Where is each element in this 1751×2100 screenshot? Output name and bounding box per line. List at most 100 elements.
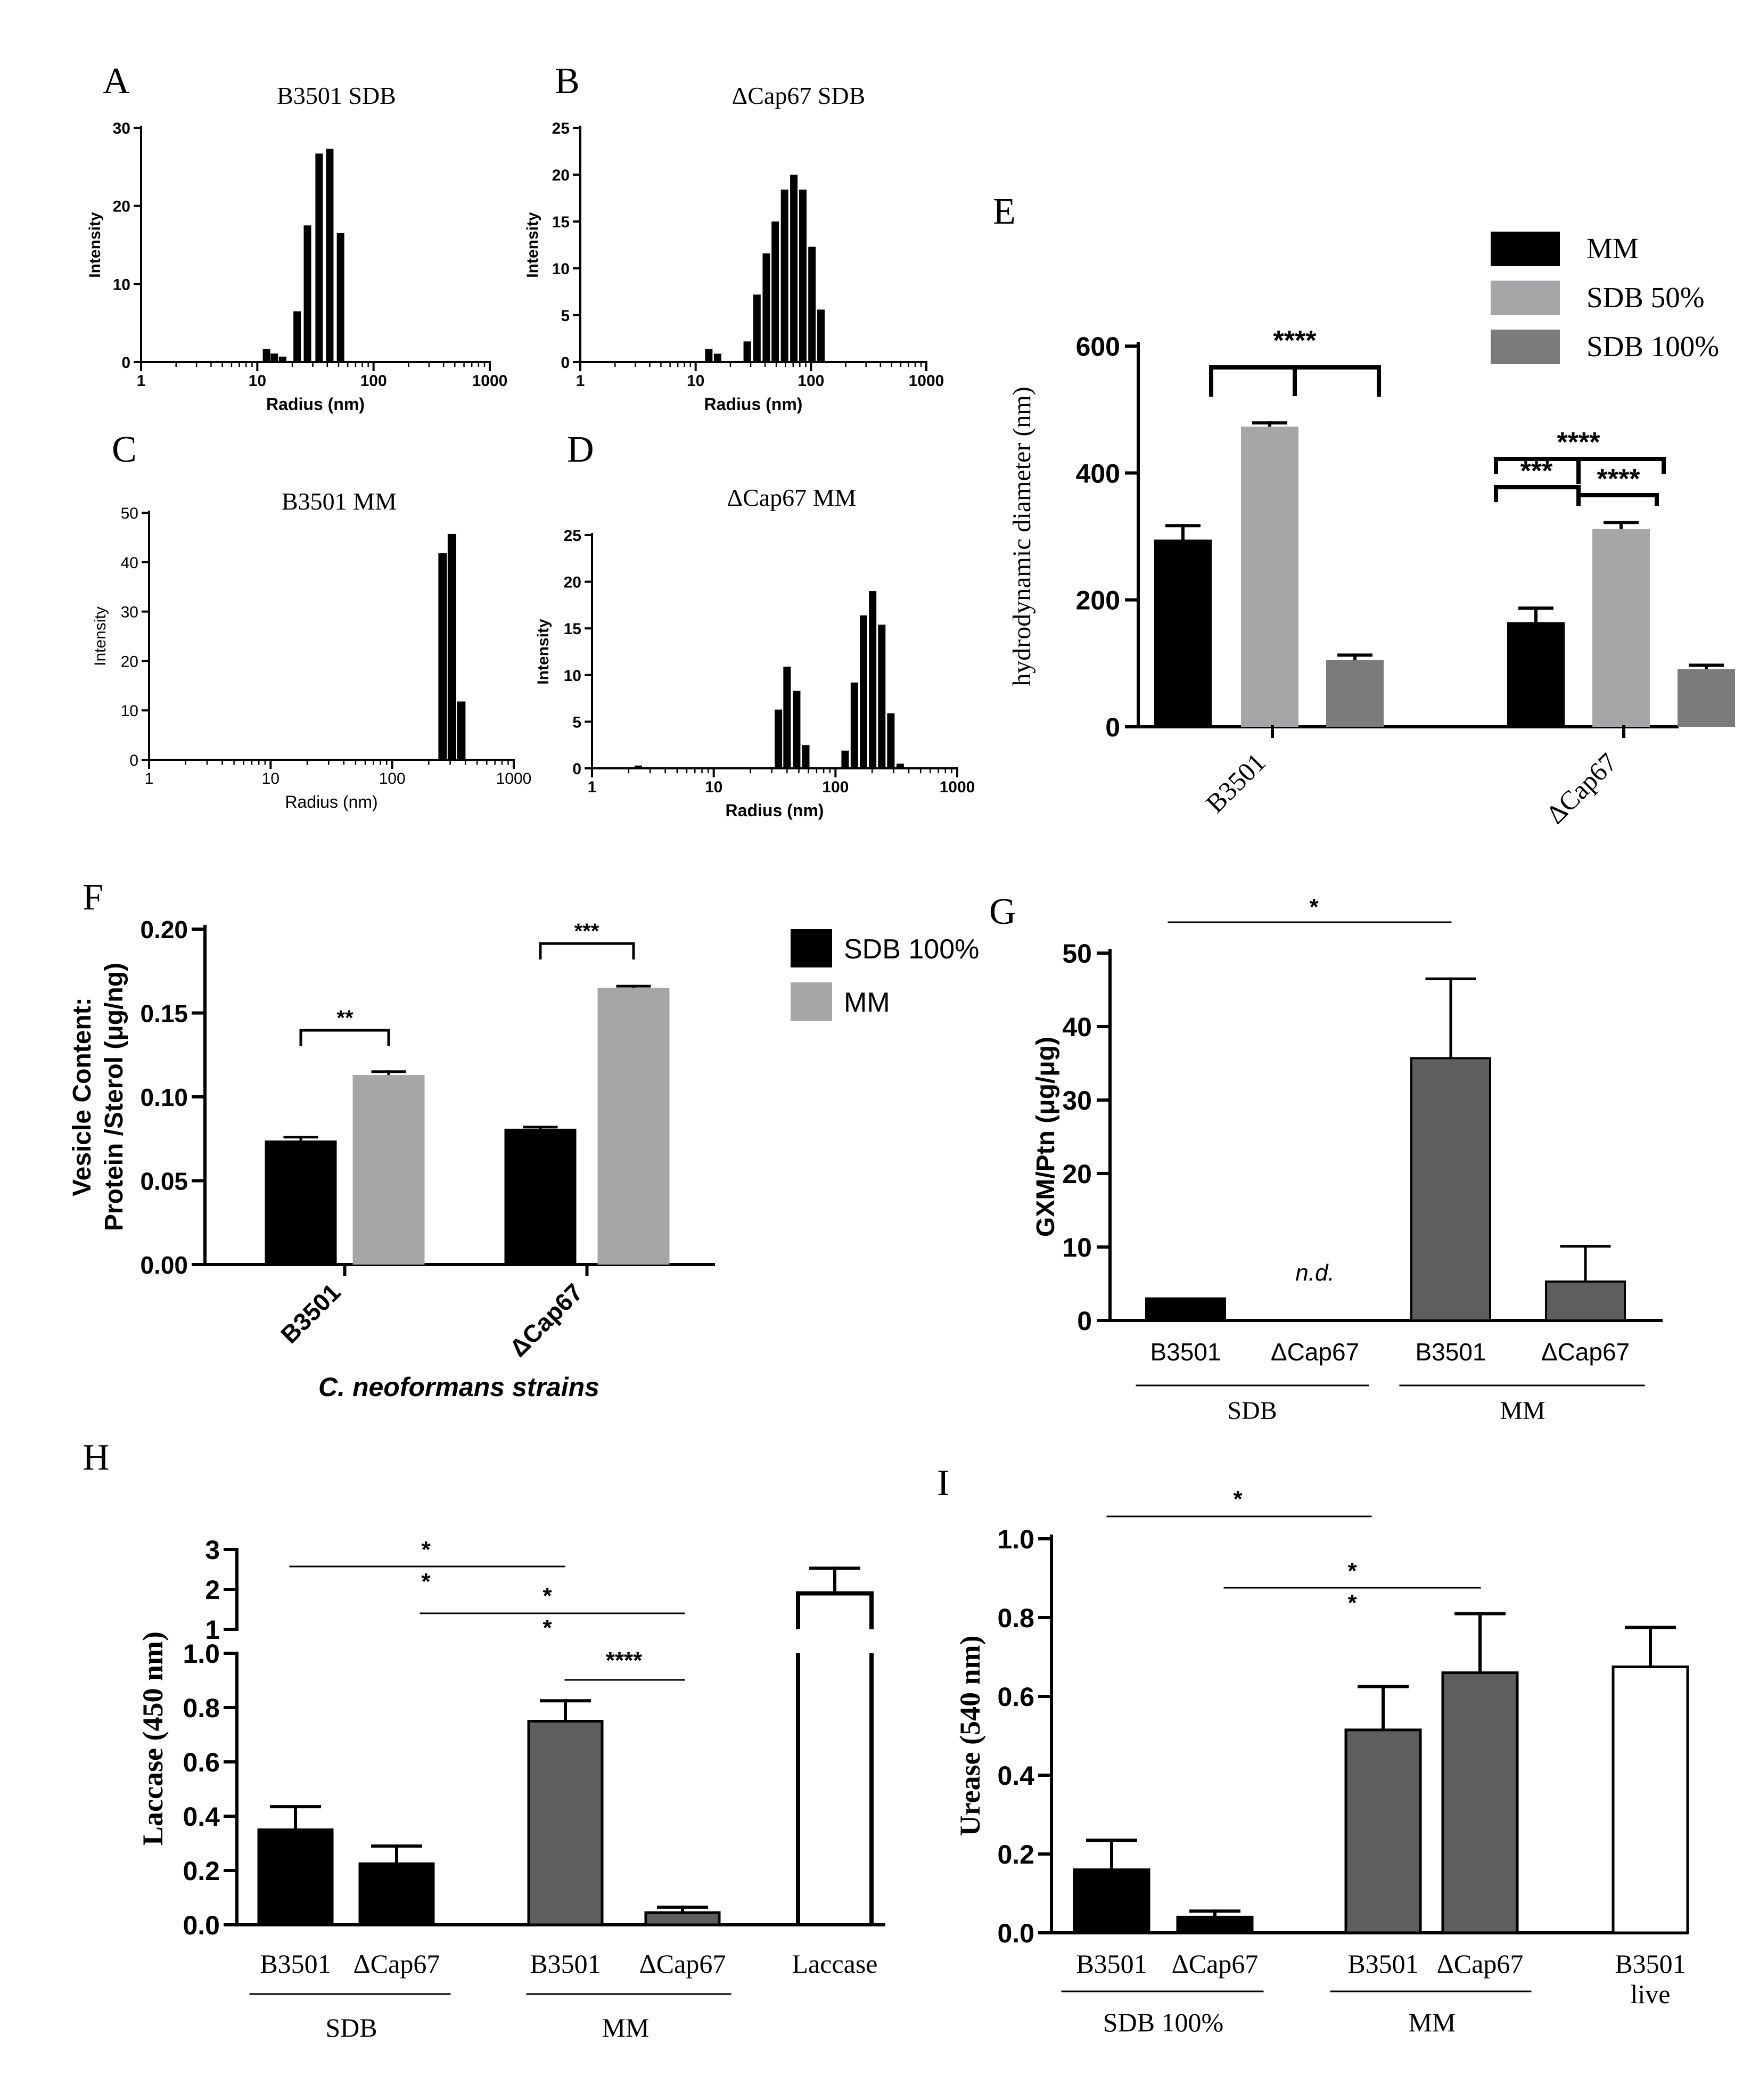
significance-marker: * — [1347, 1558, 1357, 1584]
panel-letter-H: H — [83, 1437, 110, 1478]
histogram-bar — [799, 190, 807, 362]
bar — [358, 1862, 435, 1926]
chart-panel-A: 0 10 20 30 1 10 100 1000 B3501 SDB Radius (nm) Int… — [86, 82, 507, 414]
y-tick-label: 5 — [561, 307, 570, 325]
histogram-bar — [326, 149, 334, 362]
y-tick-label: 40 — [121, 554, 138, 572]
chart-panel-C: 0 10 20 30 40 50 1 10 100 1000 B3501 MM Radius (nm)… — [92, 488, 531, 811]
group-label: MM — [602, 2013, 650, 2042]
significance-marker: **** — [606, 1647, 643, 1674]
legend-swatch — [791, 929, 832, 967]
y-axis-label: Laccase (450 nm) — [137, 1631, 169, 1845]
y-tick-label: 20 — [1062, 1159, 1092, 1189]
y-tick-label: 10 — [113, 276, 130, 293]
histogram-bar — [793, 691, 801, 768]
legend-swatch — [1491, 232, 1560, 266]
y-tick-label: 0.4 — [183, 1802, 220, 1832]
significance-bracket — [1494, 485, 1581, 502]
x-axis-label: Radius (nm) — [266, 395, 365, 414]
y-tick-label: 10 — [564, 667, 581, 685]
bar — [1441, 1671, 1519, 1934]
significance-marker: * — [1233, 1486, 1243, 1512]
significance-marker: *** — [574, 920, 599, 943]
x-tick-label: 1000 — [909, 372, 944, 390]
histogram-bar — [743, 341, 751, 362]
bar-mm — [1154, 539, 1212, 727]
bar-sdb-100- — [504, 1128, 577, 1265]
y-tick-label: 1.0 — [997, 1524, 1034, 1554]
histogram-bar — [887, 713, 895, 768]
bar-mm — [597, 988, 670, 1265]
group-label: SDB 100% — [1103, 2007, 1223, 2037]
significance-marker: * — [421, 1537, 431, 1563]
significance-marker: **** — [1273, 325, 1317, 356]
histogram-bar — [775, 709, 783, 768]
y-tick-label: 15 — [564, 620, 581, 638]
category-label: ΔCap67 — [639, 1949, 726, 1979]
category-label: ΔCap67 — [1541, 1338, 1630, 1366]
histogram-bar — [753, 294, 761, 362]
histogram-bar — [315, 153, 323, 362]
histogram-bar — [713, 354, 721, 362]
significance-marker: ** — [336, 1006, 354, 1030]
category-label: B3501 — [1615, 1949, 1686, 1979]
y-axis-label: Vesicle Content: — [68, 997, 96, 1196]
bar — [1410, 1057, 1491, 1322]
x-axis-label: C. neoformans strains — [318, 1372, 599, 1402]
panel-letter-A: A — [103, 61, 130, 102]
bar — [1545, 1280, 1626, 1322]
x-tick-label: 1000 — [940, 778, 975, 796]
category-label: B3501 — [1347, 1949, 1418, 1979]
significance-marker: * — [542, 1583, 552, 1609]
y-tick-label: 0 — [1105, 712, 1120, 742]
y-tick-label: 30 — [1062, 1086, 1092, 1115]
x-tick-label: 100 — [379, 770, 406, 788]
y-tick-label: 25 — [564, 527, 581, 545]
bar-mm — [352, 1075, 425, 1265]
histogram-bar — [457, 701, 466, 760]
category-label: B3501 — [1415, 1338, 1486, 1366]
x-tick-label: 100 — [822, 778, 849, 796]
y-tick-label: 50 — [1062, 939, 1092, 969]
histogram-bar — [808, 247, 816, 362]
significance-marker: **** — [1597, 464, 1641, 495]
bar — [1145, 1297, 1226, 1322]
panel-letter-D: D — [567, 429, 594, 470]
x-tick-label: B3501 — [1200, 747, 1271, 818]
legend-label: SDB 100% — [1586, 330, 1719, 363]
y-tick-label: 0.20 — [140, 916, 188, 944]
chart-panel-H: 0.0 0.2 0.4 0.6 0.8 1.01 2 3 Laccase (450 nm) B35… — [137, 1535, 885, 2042]
histogram-bar — [447, 534, 456, 760]
y-tick-label: 0.00 — [140, 1251, 188, 1279]
chart-title: ΔCap67 MM — [727, 484, 857, 511]
legend-label: MM — [844, 987, 890, 1018]
histogram-bar — [802, 745, 810, 768]
histogram-bar — [850, 682, 858, 768]
legend-swatch — [1491, 330, 1560, 364]
y-tick-label: 20 — [113, 198, 130, 216]
x-tick-label: B3501 — [275, 1278, 346, 1349]
category-label: B3501 — [260, 1949, 331, 1979]
x-tick-label: 1000 — [496, 770, 532, 788]
y-tick-label: 15 — [552, 214, 570, 231]
y-tick-label: 20 — [552, 167, 570, 184]
x-axis-label: Radius (nm) — [726, 801, 824, 820]
panel-letter-I: I — [937, 1463, 949, 1504]
panel-letter-B: B — [555, 61, 580, 102]
y-tick-label: 0.4 — [997, 1761, 1034, 1791]
y-tick-label: 0 — [1077, 1306, 1092, 1336]
y-tick-label: 5 — [572, 713, 581, 731]
bar — [1176, 1915, 1254, 1934]
group-label: MM — [1500, 1397, 1545, 1425]
histogram-bar — [860, 615, 868, 768]
y-tick-label: 40 — [1062, 1012, 1092, 1042]
histogram-bar — [303, 225, 311, 362]
y-axis-label: Urease (540 nm) — [954, 1636, 986, 1836]
category-label: ΔCap67 — [1271, 1338, 1359, 1366]
x-tick-label: 1 — [137, 372, 146, 390]
category-label: ΔCap67 — [354, 1949, 440, 1979]
significance-bracket — [1576, 493, 1659, 506]
bar — [1612, 1666, 1689, 1934]
x-tick-label: 10 — [262, 770, 279, 788]
